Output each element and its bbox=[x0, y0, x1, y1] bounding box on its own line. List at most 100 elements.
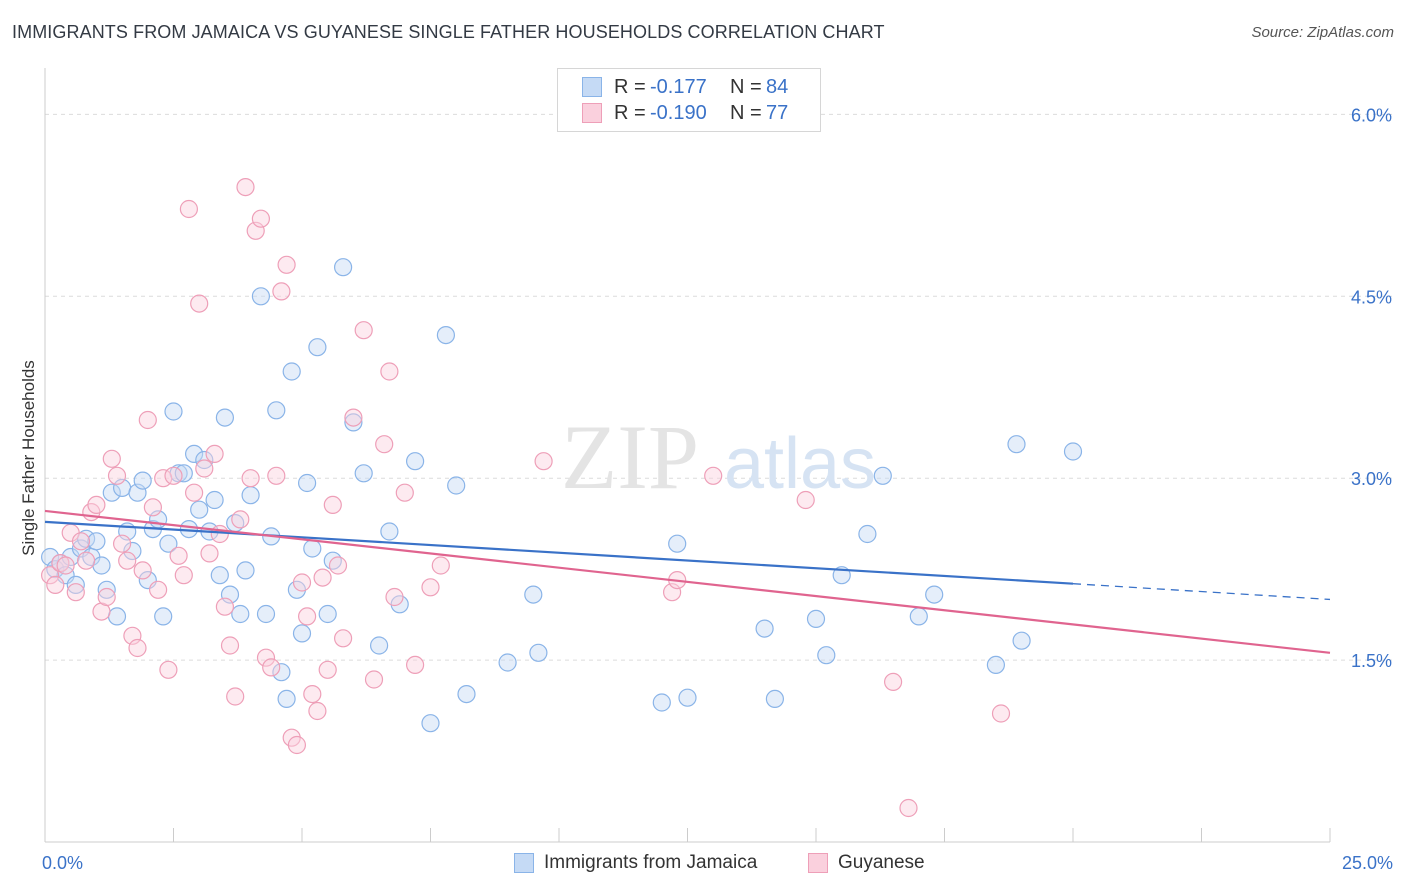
point-jamaica bbox=[159, 534, 178, 553]
legend-n-label: N = bbox=[730, 101, 762, 124]
point-jamaica bbox=[92, 556, 111, 575]
point-guyanese bbox=[87, 495, 106, 514]
bottom-legend-guyanese: Guyanese bbox=[808, 852, 925, 874]
point-jamaica bbox=[873, 466, 892, 485]
trend-line-guyanese bbox=[44, 509, 1331, 654]
point-guyanese bbox=[195, 459, 214, 478]
point-jamaica bbox=[806, 609, 826, 629]
bottom-legend-swatch-guyanese bbox=[808, 853, 828, 873]
point-jamaica bbox=[298, 473, 317, 493]
point-jamaica bbox=[190, 500, 209, 519]
point-jamaica bbox=[457, 684, 476, 704]
point-jamaica bbox=[986, 655, 1006, 675]
point-jamaica bbox=[318, 604, 337, 624]
point-jamaica bbox=[765, 689, 785, 709]
point-jamaica bbox=[220, 585, 240, 604]
point-guyanese bbox=[164, 466, 183, 485]
point-jamaica bbox=[668, 534, 687, 553]
point-guyanese bbox=[385, 587, 404, 607]
point-guyanese bbox=[662, 583, 682, 602]
point-guyanese bbox=[200, 544, 219, 563]
legend-box: R = -0.177 N = 84 R = -0.190 N = 77 bbox=[557, 68, 821, 132]
bottom-legend-jamaica: Immigrants from Jamaica bbox=[514, 852, 757, 874]
legend-swatch-jamaica bbox=[582, 77, 602, 97]
point-guyanese bbox=[220, 636, 240, 655]
point-guyanese bbox=[277, 255, 296, 274]
point-jamaica bbox=[406, 452, 425, 471]
watermark-zip: ZIP bbox=[561, 406, 699, 508]
point-guyanese bbox=[97, 587, 116, 607]
point-guyanese bbox=[262, 658, 281, 677]
point-jamaica bbox=[205, 490, 224, 510]
point-jamaica bbox=[292, 624, 312, 643]
point-guyanese bbox=[174, 566, 193, 585]
point-guyanese bbox=[169, 546, 188, 565]
point-jamaica bbox=[498, 653, 517, 672]
legend-n-label: N = bbox=[730, 75, 762, 98]
point-guyanese bbox=[71, 532, 91, 551]
axes bbox=[44, 68, 1331, 843]
point-guyanese bbox=[159, 660, 178, 679]
watermark: ZIP atlas bbox=[561, 406, 876, 508]
point-jamaica bbox=[925, 585, 944, 604]
point-jamaica bbox=[107, 607, 127, 626]
point-guyanese bbox=[292, 573, 312, 592]
point-guyanese bbox=[406, 655, 425, 675]
point-guyanese bbox=[899, 798, 918, 818]
trend-line-jamaica-extension bbox=[1072, 583, 1331, 601]
point-jamaica bbox=[231, 604, 250, 624]
point-guyanese bbox=[380, 362, 399, 381]
point-jamaica bbox=[354, 464, 373, 483]
source-label: Source: ZipAtlas.com bbox=[1251, 24, 1394, 41]
point-jamaica bbox=[87, 532, 106, 551]
point-jamaica bbox=[817, 646, 836, 665]
point-guyanese bbox=[226, 687, 245, 706]
point-jamaica bbox=[267, 401, 286, 420]
point-jamaica bbox=[272, 663, 291, 682]
point-jamaica bbox=[123, 541, 142, 561]
legend-r-value: -0.190 bbox=[650, 101, 707, 124]
legend-r-label: R = bbox=[614, 75, 646, 98]
point-jamaica bbox=[215, 408, 234, 427]
legend-row-jamaica: R = -0.177 N = 84 bbox=[582, 75, 788, 99]
point-guyanese bbox=[256, 648, 276, 667]
point-guyanese bbox=[334, 629, 353, 648]
chart-title: IMMIGRANTS FROM JAMAICA VS GUYANESE SING… bbox=[12, 22, 885, 42]
point-jamaica bbox=[241, 486, 260, 505]
point-jamaica bbox=[447, 476, 466, 495]
point-jamaica bbox=[282, 362, 301, 381]
point-guyanese bbox=[272, 282, 291, 301]
point-jamaica bbox=[436, 326, 455, 345]
point-jamaica bbox=[154, 607, 173, 626]
point-jamaica bbox=[185, 444, 204, 463]
point-jamaica bbox=[334, 258, 353, 277]
point-guyanese bbox=[143, 498, 162, 517]
point-guyanese bbox=[704, 466, 723, 485]
point-guyanese bbox=[883, 672, 903, 692]
point-jamaica bbox=[529, 643, 548, 662]
point-guyanese bbox=[185, 483, 204, 502]
point-guyanese bbox=[298, 607, 317, 626]
point-guyanese bbox=[76, 551, 96, 570]
point-jamaica bbox=[1063, 442, 1083, 461]
point-jamaica bbox=[256, 604, 276, 624]
point-guyanese bbox=[210, 524, 229, 544]
y-tick-label: 4.5% bbox=[1351, 287, 1392, 307]
point-guyanese bbox=[107, 466, 127, 485]
point-guyanese bbox=[231, 510, 250, 529]
point-guyanese bbox=[308, 701, 327, 721]
legend-n-value: 84 bbox=[766, 75, 789, 98]
point-guyanese bbox=[303, 684, 322, 704]
point-guyanese bbox=[318, 660, 337, 679]
point-guyanese bbox=[190, 294, 209, 313]
point-guyanese bbox=[375, 435, 394, 454]
point-jamaica bbox=[303, 539, 322, 558]
point-guyanese bbox=[421, 578, 440, 597]
point-guyanese bbox=[118, 551, 137, 570]
point-guyanese bbox=[205, 444, 224, 463]
point-guyanese bbox=[364, 670, 384, 689]
tick-labels: 1.5% 3.0% 4.5% 6.0% 0.0% 25.0% bbox=[42, 105, 1393, 873]
bottom-legend-swatch-jamaica bbox=[514, 853, 534, 873]
point-guyanese bbox=[215, 597, 234, 616]
point-jamaica bbox=[1012, 631, 1031, 650]
